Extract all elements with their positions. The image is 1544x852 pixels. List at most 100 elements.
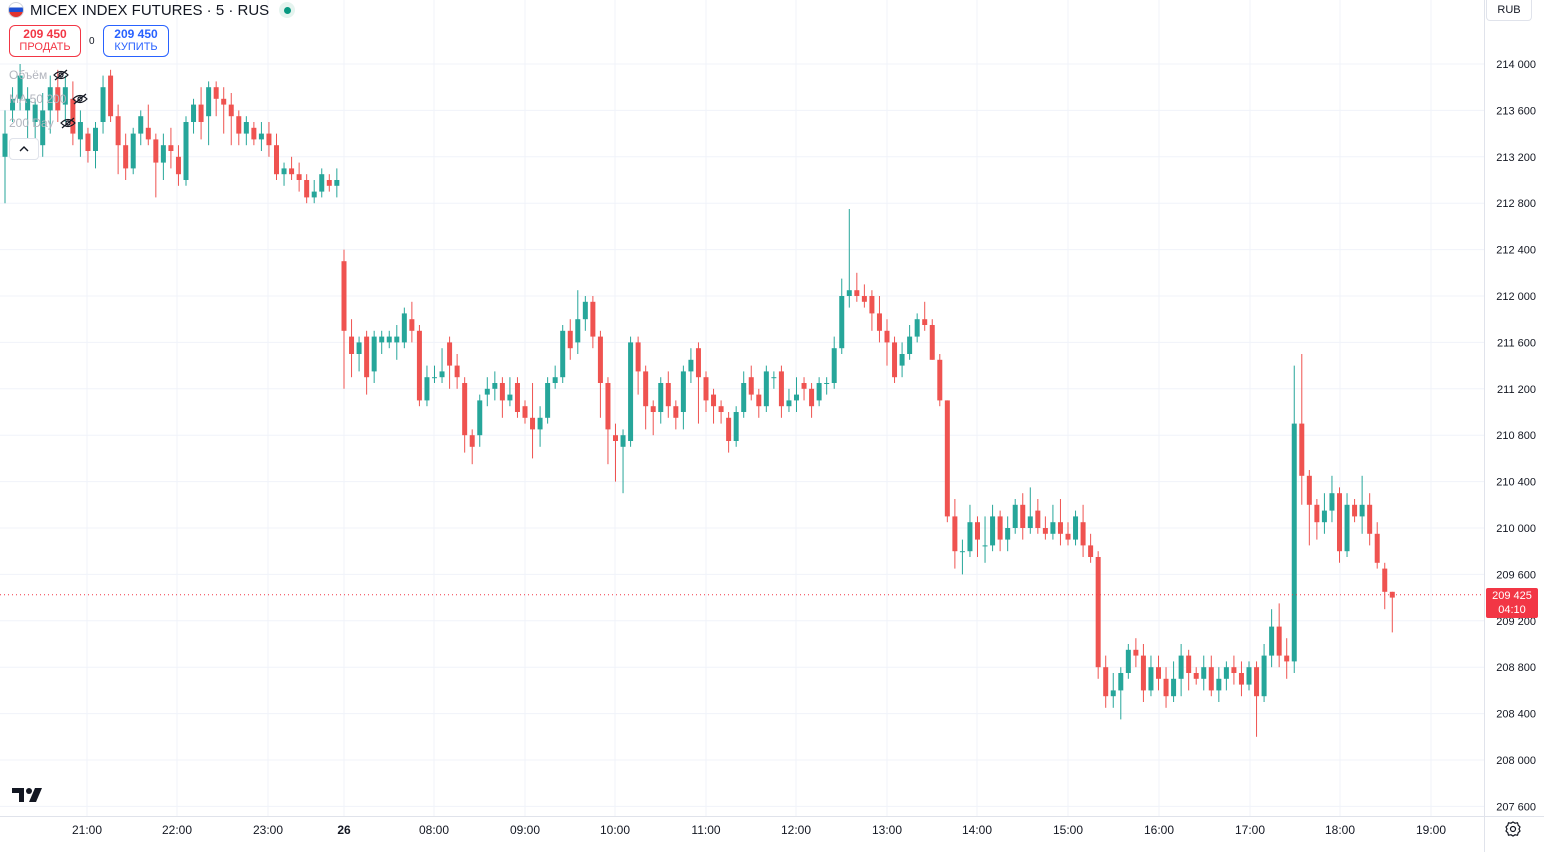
candle xyxy=(530,383,536,459)
candle-body xyxy=(462,383,468,436)
candle-body xyxy=(1276,626,1282,656)
candle xyxy=(454,354,460,389)
candle-body xyxy=(379,336,385,343)
collapse-legend-button[interactable] xyxy=(9,138,39,160)
candle xyxy=(982,516,988,563)
candle-body xyxy=(1110,690,1116,697)
candle-body xyxy=(1352,504,1358,517)
candle-body xyxy=(175,156,181,175)
indicator-label: MA 50 200 xyxy=(9,92,67,106)
candle-body xyxy=(1073,516,1079,540)
eye-hidden-icon[interactable] xyxy=(72,93,89,105)
candle-body xyxy=(846,290,852,296)
candle xyxy=(401,307,407,349)
indicator-200-day[interactable]: 200 Day xyxy=(9,116,76,130)
eye-hidden-icon[interactable] xyxy=(59,117,76,129)
candle-body xyxy=(1367,504,1373,534)
candle-body xyxy=(892,342,898,378)
candle-body xyxy=(748,377,754,395)
candle-body xyxy=(990,516,996,546)
candle xyxy=(552,365,558,389)
candle-body xyxy=(982,545,988,547)
candle xyxy=(560,325,566,383)
candle xyxy=(537,406,543,447)
candle xyxy=(1012,499,1018,534)
candle-body xyxy=(1125,649,1131,673)
candle xyxy=(726,412,732,453)
candle xyxy=(394,325,400,360)
candle xyxy=(371,330,377,383)
candle-body xyxy=(236,116,242,134)
candle xyxy=(228,93,234,146)
candle-body xyxy=(138,116,144,134)
x-tick-label: 09:00 xyxy=(510,823,540,837)
candle xyxy=(236,110,242,146)
candle xyxy=(296,162,302,192)
candle xyxy=(1080,504,1086,557)
candle xyxy=(1238,661,1244,697)
candle-body xyxy=(2,133,8,157)
candle-body xyxy=(899,354,905,366)
candle xyxy=(168,127,174,169)
candle xyxy=(582,296,588,331)
eye-hidden-icon[interactable] xyxy=(53,69,70,81)
gear-icon[interactable] xyxy=(1504,820,1522,838)
candle xyxy=(1118,667,1124,720)
sell-button[interactable]: 209 450 ПРОДАТЬ xyxy=(9,25,81,57)
candle xyxy=(620,429,626,494)
candle-body xyxy=(349,336,355,354)
indicator-volume[interactable]: Объём xyxy=(9,68,70,82)
candle xyxy=(221,87,227,134)
candle xyxy=(47,75,53,134)
candle-body xyxy=(929,325,935,360)
candle xyxy=(967,504,973,557)
candle-body xyxy=(401,313,407,343)
candle xyxy=(311,180,317,204)
candle-body xyxy=(70,98,76,134)
candle-body xyxy=(447,342,453,366)
last-price-value: 209 425 xyxy=(1492,590,1532,602)
candle xyxy=(809,383,815,418)
candle-body xyxy=(854,290,860,296)
spread-value: 0 xyxy=(89,36,95,47)
price-axis[interactable]: 207 600 208 000 208 400 208 800 209 200 209 6… xyxy=(1496,59,1536,813)
buy-button[interactable]: 209 450 КУПИТЬ xyxy=(103,25,169,57)
indicator-ma[interactable]: MA 50 200 xyxy=(9,92,89,106)
candle xyxy=(869,290,875,331)
candle xyxy=(892,336,898,383)
candle-body xyxy=(251,127,257,140)
candle-body xyxy=(1095,557,1101,668)
candle-body xyxy=(537,417,543,430)
candle-body xyxy=(952,516,958,552)
candle xyxy=(484,377,490,407)
candle-body xyxy=(522,406,528,418)
candle xyxy=(763,365,769,412)
candle xyxy=(258,122,264,151)
bar-countdown: 04:10 xyxy=(1498,604,1526,616)
time-axis[interactable]: 21:00 22:00 23:00 26 08:00 09:00 10:00 11:00 12:… xyxy=(72,823,1446,837)
candle-body xyxy=(1140,655,1146,691)
symbol-legend[interactable]: MICEX INDEX FUTURES · 5 · RUS xyxy=(8,0,296,20)
tradingview-logo-icon[interactable] xyxy=(12,786,44,807)
candle-body xyxy=(1080,522,1086,546)
buy-price: 209 450 xyxy=(114,27,158,41)
sell-label: ПРОДАТЬ xyxy=(19,41,71,53)
candle xyxy=(545,377,551,424)
candle-body xyxy=(620,435,626,447)
candle xyxy=(1216,667,1222,702)
candle-body xyxy=(1065,533,1071,540)
x-tick-label: 19:00 xyxy=(1416,823,1446,837)
candle-body xyxy=(40,110,46,146)
y-tick-label: 213 200 xyxy=(1496,152,1536,164)
candle-body xyxy=(1042,528,1048,534)
candle-body xyxy=(191,104,197,122)
candle xyxy=(575,290,581,354)
currency-selector[interactable]: RUB xyxy=(1486,0,1532,21)
candle xyxy=(741,371,747,418)
candle xyxy=(409,301,415,343)
candle-body xyxy=(680,371,686,412)
candle xyxy=(703,371,709,412)
candle-body xyxy=(499,383,505,401)
candle xyxy=(1103,655,1109,708)
